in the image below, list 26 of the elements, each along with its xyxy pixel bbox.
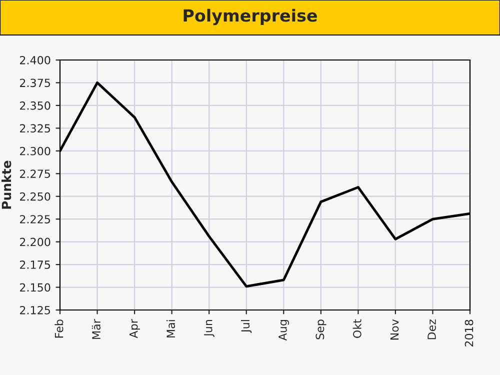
y-tick-label: 2.125 bbox=[20, 306, 50, 314]
y-axis-title: Punkte bbox=[2, 160, 12, 209]
chart-title: Polymerpreise bbox=[184, 8, 317, 26]
y-tick-label: 2.300 bbox=[20, 146, 50, 156]
y-tick-label: 2.400 bbox=[20, 56, 50, 64]
y-tick-label: 2.275 bbox=[20, 170, 50, 178]
x-tick-label: Okt bbox=[352, 319, 362, 338]
y-tick-label: 2.225 bbox=[20, 215, 50, 224]
y-tick-label: 2.150 bbox=[20, 283, 50, 292]
x-tick-label: 2018 bbox=[464, 320, 474, 346]
y-tick-label: 2.175 bbox=[20, 260, 50, 269]
x-tick-label: Aug bbox=[278, 320, 290, 341]
x-tick-label: Sep bbox=[316, 320, 326, 340]
x-tick-label: Mär bbox=[92, 319, 100, 339]
y-tick-label: 2.250 bbox=[20, 192, 50, 201]
y-tick-label: 2.325 bbox=[20, 124, 50, 133]
x-tick-label: Jun bbox=[204, 320, 214, 337]
x-tick-label: Feb bbox=[54, 320, 64, 338]
y-tick-label: 2.375 bbox=[20, 78, 50, 88]
x-tick-label: Dez bbox=[428, 320, 436, 340]
x-tick-label: Jul bbox=[240, 320, 252, 334]
x-tick-label: Nov bbox=[390, 319, 399, 340]
y-tick-label: 2.350 bbox=[20, 101, 50, 110]
x-tick-label: Mai bbox=[166, 320, 176, 338]
x-tick-label: Apr bbox=[130, 319, 140, 338]
y-tick-label: 2.200 bbox=[20, 238, 50, 246]
